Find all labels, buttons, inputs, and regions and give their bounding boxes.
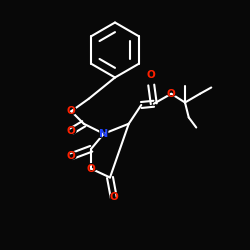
Text: O: O (66, 125, 77, 138)
Text: O: O (86, 162, 97, 175)
Text: O: O (67, 126, 76, 136)
Text: N: N (98, 127, 110, 141)
Text: O: O (66, 105, 77, 118)
Text: O: O (108, 191, 120, 204)
Text: O: O (67, 151, 76, 161)
Text: O: O (110, 192, 118, 202)
Text: O: O (146, 68, 157, 82)
Text: O: O (166, 87, 177, 100)
Text: N: N (99, 129, 108, 139)
Text: O: O (147, 70, 156, 80)
Text: O: O (67, 106, 76, 116)
Text: O: O (66, 150, 77, 163)
Text: O: O (167, 89, 175, 99)
Text: O: O (87, 164, 96, 174)
